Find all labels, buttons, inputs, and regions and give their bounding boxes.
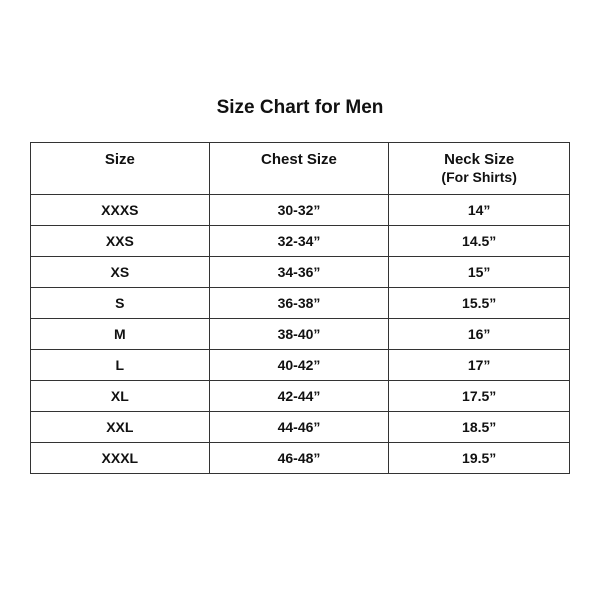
chest-cell: 38-40” [208, 318, 390, 350]
header-sublabel: (For Shirts) [441, 169, 517, 185]
table-row: XXXS 30-32” 14” [30, 194, 570, 226]
neck-cell: 16” [388, 318, 570, 350]
size-cell: XL [30, 380, 210, 412]
table-row: M 38-40” 16” [30, 318, 570, 350]
neck-cell: 15.5” [388, 287, 570, 319]
size-cell: XXL [30, 411, 210, 443]
neck-cell: 17.5” [388, 380, 570, 412]
table-row: L 40-42” 17” [30, 349, 570, 381]
chest-cell: 32-34” [208, 225, 390, 257]
header-chest: Chest Size [208, 142, 390, 195]
chest-cell: 40-42” [208, 349, 390, 381]
size-cell: XXXL [30, 442, 210, 474]
header-label: Size [104, 151, 135, 168]
table-row: XXS 32-34” 14.5” [30, 225, 570, 257]
header-size: Size [30, 142, 210, 195]
chart-title: Size Chart for Men [216, 97, 384, 118]
chest-cell: 30-32” [208, 194, 390, 226]
size-cell: XXS [30, 225, 210, 257]
size-cell: M [30, 318, 210, 350]
chest-cell: 46-48” [208, 442, 390, 474]
header-label: Neck Size [444, 151, 515, 168]
chest-cell: 36-38” [208, 287, 390, 319]
header-neck: Neck Size (For Shirts) [388, 142, 570, 195]
chest-cell: 44-46” [208, 411, 390, 443]
table-row: XS 34-36” 15” [30, 256, 570, 288]
neck-cell: 17” [388, 349, 570, 381]
chest-cell: 34-36” [208, 256, 390, 288]
size-cell: XXXS [30, 194, 210, 226]
size-cell: L [30, 349, 210, 381]
neck-cell: 18.5” [388, 411, 570, 443]
neck-cell: 14.5” [388, 225, 570, 257]
table-row: XXXL 46-48” 19.5” [30, 442, 570, 474]
table-row: XL 42-44” 17.5” [30, 380, 570, 412]
table-row: S 36-38” 15.5” [30, 287, 570, 319]
neck-cell: 15” [388, 256, 570, 288]
chest-cell: 42-44” [208, 380, 390, 412]
neck-cell: 19.5” [388, 442, 570, 474]
size-cell: XS [30, 256, 210, 288]
size-table: Size Chest Size Neck Size (For Shirts) XX… [30, 142, 570, 474]
header-row: Size Chest Size Neck Size (For Shirts) [30, 142, 570, 195]
header-label: Chest Size [261, 151, 337, 168]
size-cell: S [30, 287, 210, 319]
neck-cell: 14” [388, 194, 570, 226]
table-row: XXL 44-46” 18.5” [30, 411, 570, 443]
